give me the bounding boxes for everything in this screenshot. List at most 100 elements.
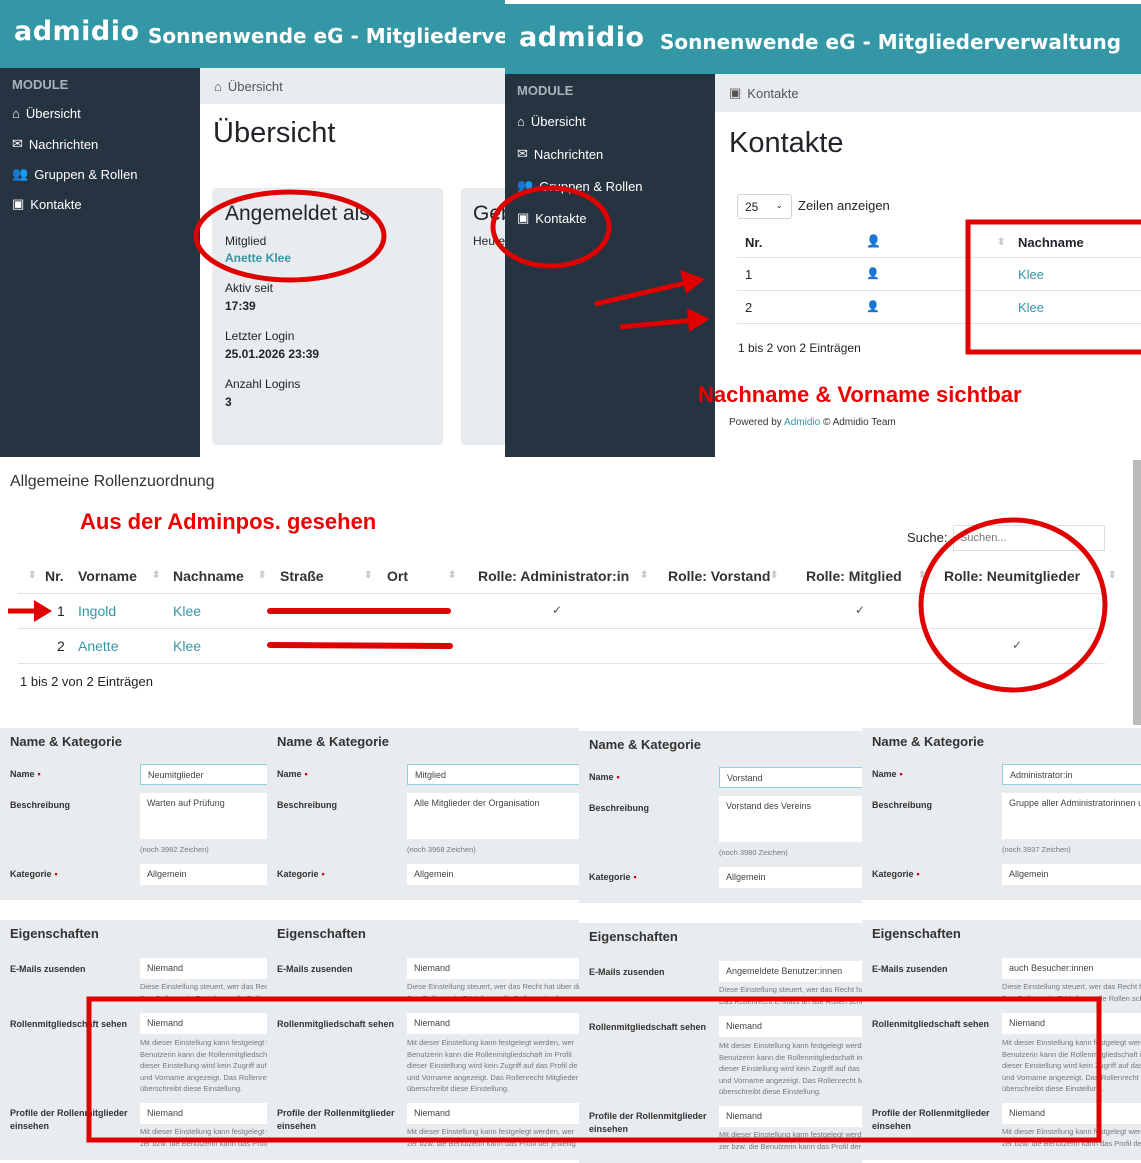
sort-icon[interactable]: ⬍ [258,570,267,581]
col-header[interactable]: Rolle: Administrator:in [478,568,630,584]
emails-select[interactable]: Niemand [407,958,579,979]
mitgliedschaft-select[interactable]: Niemand [1002,1013,1141,1034]
row-nachname[interactable]: Klee [1018,300,1045,315]
profile-select[interactable]: Niemand [1002,1103,1141,1124]
sort-icon[interactable]: ⬍ [364,570,373,581]
kategorie-select[interactable]: Allgemein [719,867,862,888]
label-profile: Profile der Rollenmitglieder einsehen [10,1108,128,1131]
mitgliedschaft-select[interactable]: Niemand [719,1016,862,1037]
label-beschreibung: Beschreibung [10,800,71,810]
col-header[interactable]: Vorname [78,568,137,584]
col-header[interactable]: Ort [387,568,408,584]
beschreibung-textarea[interactable]: Alle Mitglieder der Organisation [407,793,579,839]
page-title-contacts: Kontakte [729,127,844,159]
col-nachname[interactable]: Nachname [1018,235,1084,250]
sort-icon[interactable]: ⬍ [640,570,649,581]
col-header[interactable]: Rolle: Mitglied [806,568,902,584]
remaining-chars: (noch 3982 Zeichen) [140,845,209,854]
profile-select[interactable]: Niemand [719,1106,862,1127]
col-header[interactable]: Straße [280,568,324,584]
help-text: Mit dieser Einstellung kann festgelegt w… [1002,1127,1141,1148]
card-heading: Angemeldet als [225,202,370,225]
page-size-select[interactable]: 25 ⌄ [737,194,792,219]
emails-select[interactable]: Angemeldete Benutzer:innen [719,961,862,982]
sidebar-item-kontakte[interactable]: ▣ Kontakte [517,210,587,226]
last-login-label: Letzter Login [225,329,295,343]
panel-name-kategorie: Name & Kategorie Name • Administrator:in … [862,728,1141,900]
section-heading: Name & Kategorie [10,734,122,749]
page-title-overview: Übersicht [213,117,336,149]
sidebar-item-nachrichten[interactable]: ✉ Nachrichten [517,146,604,162]
profile-select[interactable]: Niemand [140,1103,267,1124]
sort-icon[interactable]: ⬍ [448,570,457,581]
divider [737,323,1141,324]
panel-eigenschaften: Eigenschaften E-Mails zusenden Angemelde… [579,923,862,1163]
admidio-logo[interactable]: admidio [519,22,645,53]
redaction-strike [267,642,453,649]
sidebar-contacts: MODULE ⌂ Übersicht ✉ Nachrichten 👥 Gruppen … [505,74,715,457]
beschreibung-textarea[interactable]: Warten auf Prüfung [140,793,267,839]
name-input[interactable]: Neumitglieder [140,764,267,785]
envelope-icon: ✉ [12,136,23,151]
col-nr[interactable]: Nr. [745,235,763,250]
kategorie-select[interactable]: Allgemein [140,864,267,885]
scrollbar[interactable] [1133,460,1141,725]
sidebar-item-gruppen[interactable]: 👥 Gruppen & Rollen [517,178,643,194]
kategorie-select[interactable]: Allgemein [407,864,579,885]
birthday-card: Geb Heute [461,188,505,445]
divider [18,663,1105,664]
emails-select[interactable]: auch Besucher:innen [1002,958,1141,979]
sort-icon[interactable]: ⬍ [1108,570,1117,581]
user-status-icon[interactable]: 👤 [866,301,880,313]
name-input[interactable]: Vorstand [719,767,862,788]
beschreibung-textarea[interactable]: Gruppe aller Administratorinnen und Admi… [1002,793,1141,839]
sidebar-item-uebersicht[interactable]: ⌂ Übersicht [517,114,586,129]
help-text: Mit dieser Einstellung kann festgelegt w… [1002,1038,1141,1093]
sidebar-item-kontakte[interactable]: ▣ Kontakte [12,196,82,212]
name-input[interactable]: Administrator:in [1002,764,1141,785]
sort-icon[interactable]: ⬍ [997,237,1006,248]
help-text: Mit dieser Einstellung kann festgelegt w… [719,1130,862,1151]
col-header[interactable]: Rolle: Vorstand [668,568,771,584]
row-nachname[interactable]: Klee [1018,267,1045,282]
row-nachname[interactable]: Klee [173,603,202,619]
help-text: Diese Einstellung steuert, wer das Recht… [1002,982,1141,1003]
sort-icon[interactable]: ⬍ [152,570,161,581]
label-emails: E-Mails zusenden [589,967,665,977]
mitgliedschaft-select[interactable]: Niemand [140,1013,267,1034]
user-status-icon[interactable]: 👤 [866,268,880,280]
header-overview: admidio Sonnenwende eG - Mitgliederverwa… [0,0,505,68]
sidebar-item-gruppen[interactable]: 👥 Gruppen & Rollen [12,166,138,182]
col-header[interactable]: Rolle: Neumitglieder [944,568,1081,584]
user-icon: 👤 [866,234,881,248]
row-nr: 1 [745,267,753,282]
sidebar-overview: MODULE ⌂ Übersicht ✉ Nachrichten 👥 Gruppen … [0,68,200,457]
remaining-chars: (noch 3937 Zeichen) [1002,845,1071,854]
annotation-admin-note: Aus der Adminpos. gesehen [80,509,377,534]
emails-select[interactable]: Niemand [140,958,267,979]
beschreibung-textarea[interactable]: Vorstand des Vereins [719,796,862,842]
row-nachname[interactable]: Klee [173,638,202,654]
name-input[interactable]: Mitglied [407,764,579,785]
section-heading: Eigenschaften [10,926,99,941]
help-text: Mit dieser Einstellung kann festgelegt w… [719,1041,862,1096]
admidio-logo[interactable]: admidio [14,16,140,47]
col-header[interactable]: Nr. [45,568,64,584]
user-link[interactable]: Anette Klee [225,251,292,265]
panel-name-kategorie: Name & Kategorie Name • Neumitglieder Bes… [0,728,267,900]
row-vorname[interactable]: Anette [78,638,119,654]
sidebar-item-uebersicht[interactable]: ⌂ Übersicht [12,106,81,121]
sidebar-item-nachrichten[interactable]: ✉ Nachrichten [12,136,99,152]
profile-select[interactable]: Niemand [407,1103,579,1124]
col-header[interactable]: Nachname [173,568,244,584]
kategorie-select[interactable]: Allgemein [1002,864,1141,885]
row-vorname[interactable]: Ingold [78,603,117,619]
label-emails: E-Mails zusenden [872,964,948,974]
sort-icon[interactable]: ⬍ [918,570,927,581]
search-label: Suche: [907,530,948,545]
mitgliedschaft-select[interactable]: Niemand [407,1013,579,1034]
search-input[interactable] [953,525,1105,551]
label-mitgliedschaft: Rollenmitgliedschaft sehen [589,1022,707,1032]
sort-icon[interactable]: ⬍ [28,570,37,581]
sort-icon[interactable]: ⬍ [770,570,779,581]
